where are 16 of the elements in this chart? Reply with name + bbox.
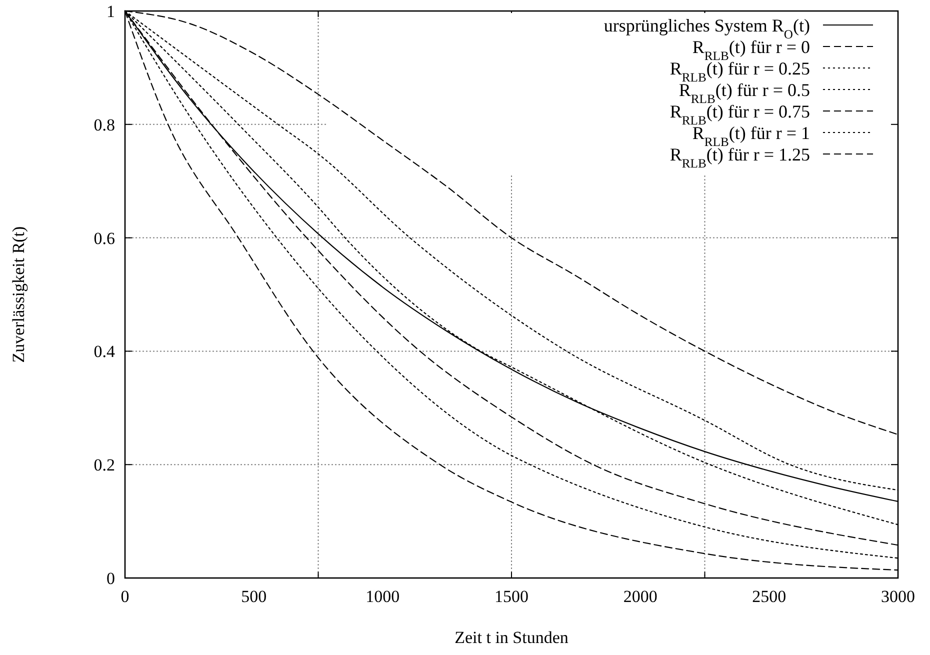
x-tick-label: 500 xyxy=(241,587,267,606)
y-axis-title: Zuverlässigkeit R(t) xyxy=(9,226,28,363)
y-tick-label: 0.4 xyxy=(94,342,116,362)
x-tick-label: 2500 xyxy=(752,587,786,606)
y-tick-label: 0.8 xyxy=(94,115,115,134)
x-tick-label: 2000 xyxy=(623,587,658,606)
y-tick-label: 0.6 xyxy=(94,228,115,248)
y-tick-label: 0.2 xyxy=(94,456,115,475)
x-axis-title: Zeit t in Stunden xyxy=(454,628,569,647)
x-tick-label: 3000 xyxy=(881,587,915,606)
x-tick-label: 1500 xyxy=(494,587,528,606)
legend-label: ursprüngliches System R$_{O}$(t) xyxy=(604,15,810,42)
x-tick-label: 0 xyxy=(120,587,130,606)
x-tick-label: 1000 xyxy=(366,587,400,606)
y-tick-label: 0 xyxy=(106,568,115,588)
y-tick-label: 1 xyxy=(106,2,115,21)
